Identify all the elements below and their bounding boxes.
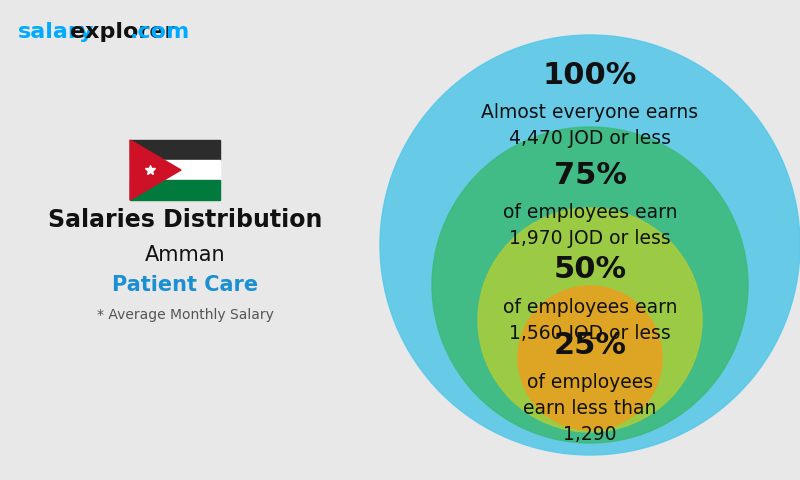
- Text: explorer: explorer: [70, 22, 175, 42]
- Text: 50%: 50%: [554, 255, 626, 285]
- Bar: [130, 140, 220, 160]
- Text: Amman: Amman: [145, 245, 226, 265]
- Circle shape: [432, 127, 748, 443]
- Text: 25%: 25%: [554, 331, 626, 360]
- Text: .com: .com: [130, 22, 190, 42]
- Text: of employees earn
1,560 JOD or less: of employees earn 1,560 JOD or less: [502, 298, 678, 343]
- Text: Salaries Distribution: Salaries Distribution: [48, 208, 322, 232]
- Polygon shape: [130, 140, 181, 200]
- Text: of employees
earn less than
1,290: of employees earn less than 1,290: [523, 373, 657, 444]
- Bar: [130, 180, 220, 200]
- Text: * Average Monthly Salary: * Average Monthly Salary: [97, 308, 274, 322]
- Text: salary: salary: [18, 22, 94, 42]
- Text: Patient Care: Patient Care: [112, 275, 258, 295]
- Bar: [130, 160, 220, 180]
- Circle shape: [380, 35, 800, 455]
- Text: 100%: 100%: [543, 60, 637, 89]
- Text: of employees earn
1,970 JOD or less: of employees earn 1,970 JOD or less: [502, 203, 678, 248]
- Text: 75%: 75%: [554, 160, 626, 190]
- Text: Almost everyone earns
4,470 JOD or less: Almost everyone earns 4,470 JOD or less: [482, 103, 698, 148]
- Circle shape: [518, 286, 662, 430]
- Circle shape: [478, 208, 702, 432]
